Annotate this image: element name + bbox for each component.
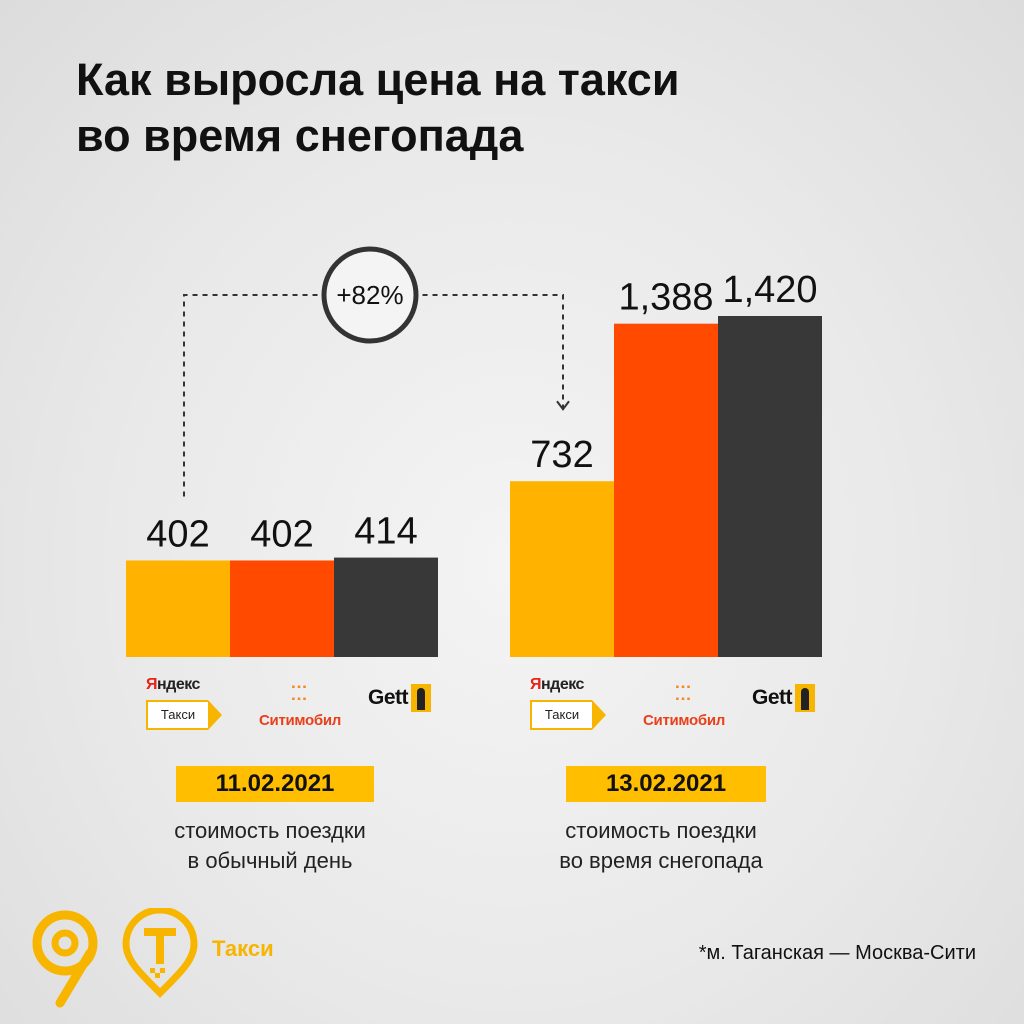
bar-2-2	[614, 323, 718, 657]
arrow-down-icon	[556, 400, 570, 411]
bar-chart: 402 402 414 732 1,388 1,420 +82%	[126, 246, 822, 657]
yandex-logo-box: Такси	[146, 700, 222, 730]
title-line-2: во время снегопада	[76, 110, 524, 161]
bar-2-1	[510, 481, 614, 657]
nine-logo-icon	[32, 910, 98, 1008]
page-title: Как выросла цена на такси во время снего…	[76, 52, 679, 164]
yandex-logo-word: Яндекс	[530, 676, 584, 693]
yandex-taxi-logo: Яндекс Такси	[146, 676, 226, 730]
gett-figure-icon	[411, 684, 431, 712]
bar-label-2-1: 732	[530, 434, 593, 476]
checker-icon: ▪▪▪ ▪▪▪	[291, 682, 309, 705]
caption-2-line-2: во время снегопада	[559, 848, 763, 873]
yandex-logo-box: Такси	[530, 700, 606, 730]
caption-1: стоимость поездки в обычный день	[105, 816, 435, 876]
gett-logo-word: Gett	[368, 686, 409, 709]
gett-figure-icon	[795, 684, 815, 712]
taxi-logo-label: Такси	[212, 936, 274, 961]
caption-2-line-1: стоимость поездки	[565, 818, 757, 843]
bar-label-1-2: 402	[250, 513, 313, 555]
gett-logo: Gett	[752, 684, 842, 712]
bar-2-3	[718, 316, 822, 657]
growth-badge-label: +82%	[336, 280, 403, 310]
bar-label-2-2: 1,388	[618, 277, 713, 319]
brand-logos-group-1: Яндекс Такси ▪▪▪ ▪▪▪ Ситимобил Gett	[146, 676, 466, 746]
bar-label-1-1: 402	[146, 513, 209, 555]
bar-label-2-3: 1,420	[722, 269, 817, 311]
checker-icon: ▪▪▪ ▪▪▪	[675, 682, 693, 705]
title-line-1: Как выросла цена на такси	[76, 54, 680, 105]
bar-1-1	[126, 560, 230, 657]
gett-logo-word: Gett	[752, 686, 793, 709]
bar-1-3	[334, 557, 438, 657]
citimobil-logo-word: Ситимобил	[259, 712, 341, 729]
caption-1-line-1: стоимость поездки	[174, 818, 366, 843]
taxi-pin-logo-icon	[122, 908, 198, 998]
bar-1-2	[230, 560, 334, 657]
footnote: *м. Таганская — Москва-Сити	[698, 942, 976, 964]
bar-label-1-3: 414	[354, 511, 417, 553]
date-badge-1: 11.02.2021	[176, 766, 374, 802]
yandex-logo-word: Яндекс	[146, 676, 200, 693]
citimobil-logo: ▪▪▪ ▪▪▪ Ситимобил	[250, 682, 350, 729]
date-badge-2: 13.02.2021	[566, 766, 766, 802]
caption-2: стоимость поездки во время снегопада	[496, 816, 826, 876]
growth-badge-circle	[321, 246, 419, 344]
brand-logos-group-2: Яндекс Такси ▪▪▪ ▪▪▪ Ситимобил Gett	[530, 676, 850, 746]
citimobil-logo-word: Ситимобил	[643, 712, 725, 729]
gett-logo: Gett	[368, 684, 458, 712]
caption-1-line-2: в обычный день	[187, 848, 353, 873]
citimobil-logo: ▪▪▪ ▪▪▪ Ситимобил	[634, 682, 734, 729]
yandex-taxi-logo: Яндекс Такси	[530, 676, 610, 730]
